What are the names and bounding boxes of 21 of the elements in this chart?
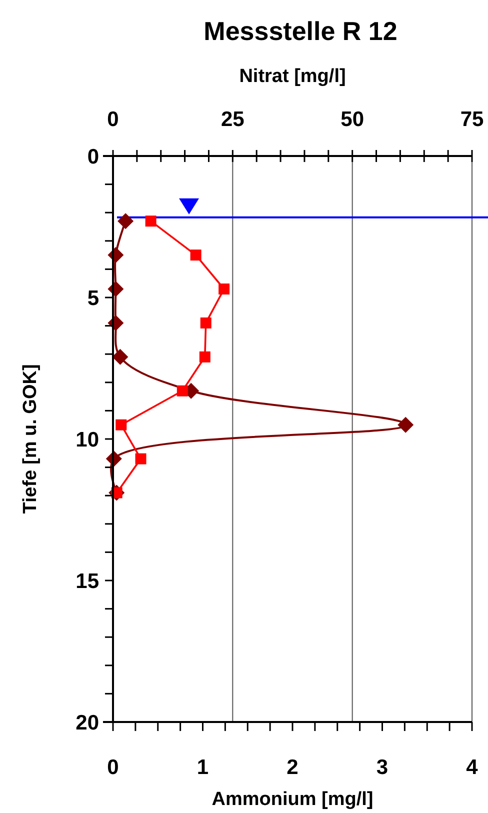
chart-title: Messstelle R 12 <box>204 16 398 46</box>
x-tick-label: 3 <box>376 756 388 779</box>
y-tick-label: 0 <box>87 146 99 169</box>
x2-tick-label: 75 <box>460 108 484 131</box>
y-tick-label: 5 <box>87 287 100 310</box>
x-tick-label: 1 <box>196 756 209 779</box>
y-tick-label: 15 <box>76 570 100 594</box>
x2-axis-title: Nitrat [mg/l] <box>239 66 346 87</box>
x-tick-label: 0 <box>107 756 119 779</box>
x2-tick-label: 25 <box>220 108 245 131</box>
x2-tick-label: 0 <box>107 108 119 131</box>
y-tick-label: 20 <box>76 712 99 735</box>
y-tick-label: 10 <box>76 428 99 452</box>
y-axis-title: Tiefe [m u. GOK] <box>20 364 41 514</box>
x-tick-label: 2 <box>286 756 298 779</box>
point <box>398 416 414 433</box>
point <box>118 213 134 230</box>
x-tick-label: 4 <box>466 756 478 779</box>
x2-tick-label: 50 <box>340 108 364 131</box>
x-axis-title: Ammonium [mg/l] <box>212 789 374 810</box>
point <box>112 348 128 365</box>
